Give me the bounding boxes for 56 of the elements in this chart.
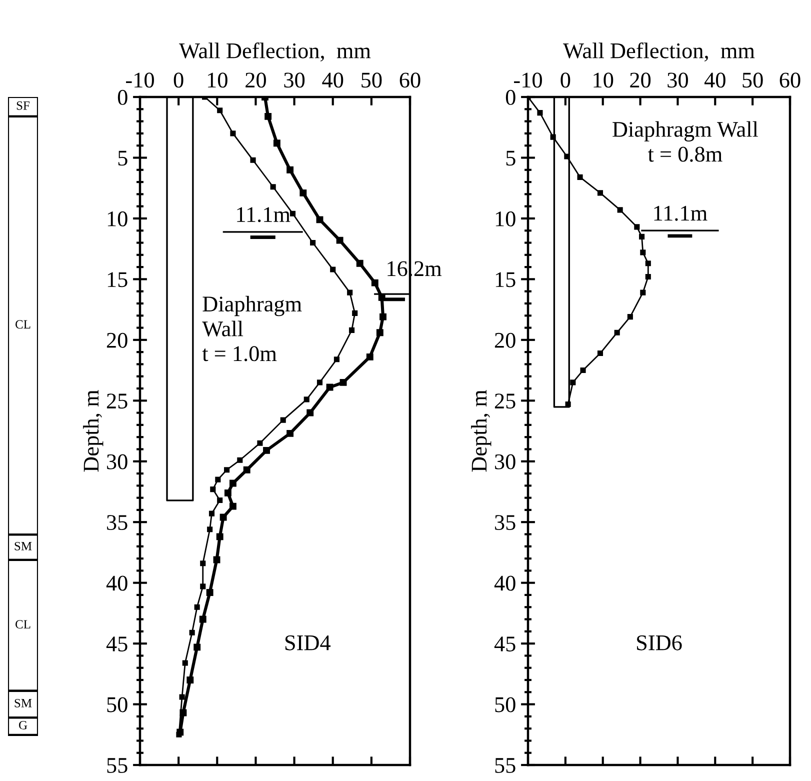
y-tick-label: 10 bbox=[108, 211, 128, 226]
annotation: 11.1m bbox=[654, 206, 708, 221]
y-tick-label: 0 bbox=[118, 90, 128, 105]
y-tick-label: 10 bbox=[496, 211, 516, 226]
y-tick-label: 45 bbox=[494, 636, 516, 652]
annotation: Diaphragm Wall t = 1.0m bbox=[202, 296, 302, 362]
text: CL bbox=[16, 320, 30, 329]
x-tick-label: 10 bbox=[208, 72, 228, 88]
x-tick-label: 40 bbox=[704, 72, 726, 88]
text: CL bbox=[16, 620, 30, 629]
x-tick-label: 30 bbox=[284, 72, 305, 88]
x-tick-label: 20 bbox=[630, 72, 651, 88]
y-tick-label: 35 bbox=[495, 515, 516, 530]
x-tick-label: 50 bbox=[362, 72, 382, 88]
x-tick-label: 40 bbox=[322, 72, 344, 88]
text: G bbox=[19, 720, 28, 730]
annotation: 11.1m bbox=[237, 207, 290, 222]
x-axis-title: Wall Deflection, mm bbox=[179, 42, 371, 62]
annotation: SID4 bbox=[285, 635, 331, 650]
x-tick-label: 0 bbox=[174, 72, 184, 88]
x-tick-label: 0 bbox=[560, 72, 570, 88]
x-axis-title: Wall Deflection, mm bbox=[563, 42, 755, 62]
y-tick-label: 55 bbox=[107, 758, 128, 773]
y-tick-label: 55 bbox=[495, 758, 516, 773]
x-tick-label: 50 bbox=[742, 72, 763, 88]
y-tick-label: 15 bbox=[496, 272, 516, 288]
y-tick-label: 40 bbox=[106, 576, 128, 591]
y-tick-label: 30 bbox=[107, 454, 128, 470]
x-tick-label: -10 bbox=[514, 72, 542, 88]
y-tick-label: 25 bbox=[494, 394, 516, 409]
y-tick-label: 40 bbox=[494, 576, 516, 591]
y-tick-label: 0 bbox=[506, 90, 516, 105]
y-axis-title: Depth, m bbox=[83, 390, 104, 472]
annotation: SID6 bbox=[637, 635, 682, 650]
y-tick-label: 5 bbox=[118, 150, 128, 166]
x-tick-label: 60 bbox=[780, 72, 800, 88]
y-tick-label: 25 bbox=[106, 394, 128, 409]
y-tick-label: 15 bbox=[108, 272, 128, 288]
text: SM bbox=[14, 698, 32, 708]
text: SF bbox=[16, 101, 30, 110]
x-tick-label: 10 bbox=[594, 72, 614, 88]
x-tick-label: 20 bbox=[246, 72, 266, 88]
y-tick-label: 5 bbox=[506, 150, 516, 166]
x-tick-label: 60 bbox=[400, 72, 420, 88]
annotation: Diaphragm Wall t = 0.8m bbox=[612, 121, 758, 162]
y-tick-label: 30 bbox=[495, 454, 516, 470]
y-axis-title: Depth, m bbox=[471, 390, 492, 472]
x-tick-label: -10 bbox=[126, 72, 154, 88]
y-tick-label: 20 bbox=[494, 332, 516, 348]
text: SM bbox=[14, 542, 32, 550]
y-tick-label: 35 bbox=[107, 515, 128, 530]
y-tick-label: 45 bbox=[106, 636, 128, 652]
y-tick-label: 20 bbox=[106, 332, 128, 348]
y-tick-label: 50 bbox=[495, 697, 516, 712]
x-tick-label: 30 bbox=[668, 72, 688, 88]
y-tick-label: 50 bbox=[107, 697, 128, 712]
